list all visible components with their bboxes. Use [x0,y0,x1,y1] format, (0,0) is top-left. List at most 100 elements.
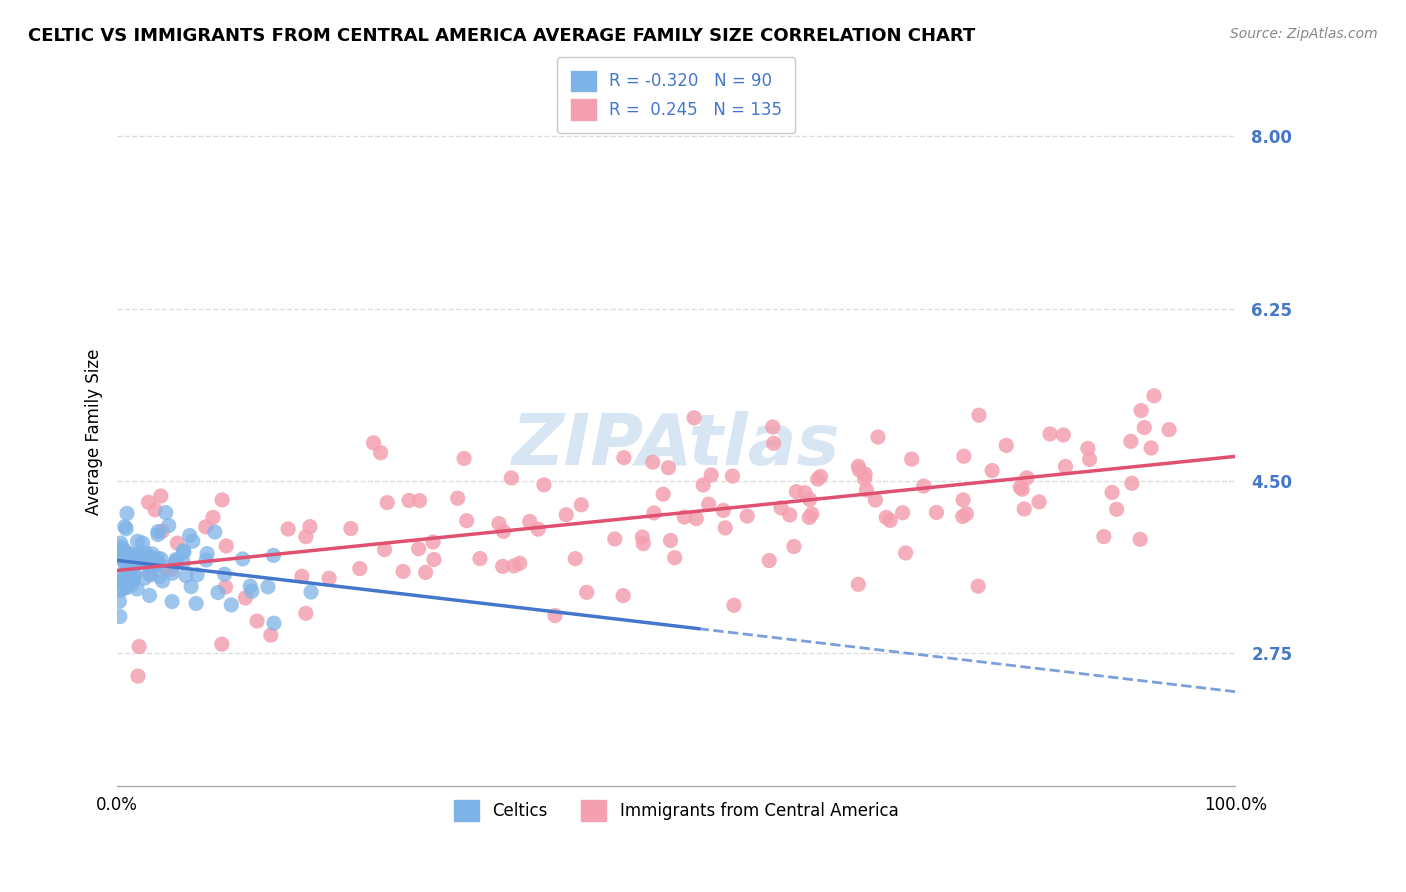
Point [1012,502,1035,516]
Point [120,566,142,580]
Point [799,510,821,524]
Point [894,546,917,560]
Point [114,519,136,533]
Point [555,508,578,522]
Point [853,467,876,481]
Point [115,507,138,521]
Point [115,565,138,579]
Point [132,552,155,566]
Point [456,514,478,528]
Point [569,498,592,512]
Point [128,640,150,654]
Point [503,558,526,573]
Point [533,478,555,492]
Point [207,585,229,599]
Point [108,594,131,608]
Point [1143,389,1166,403]
Point [127,534,149,549]
Point [398,493,420,508]
Point [981,464,1004,478]
Point [127,548,149,562]
Point [641,455,664,469]
Point [318,571,340,585]
Point [149,552,172,566]
Point [173,545,195,559]
Point [298,519,321,533]
Point [219,598,242,612]
Point [564,551,586,566]
Point [180,580,202,594]
Point [124,549,146,564]
Point [155,506,177,520]
Point [155,560,177,574]
Point [349,561,371,575]
Point [492,524,515,539]
Point [509,557,531,571]
Point [846,459,869,474]
Point [114,554,136,568]
Point [785,484,807,499]
Point [692,478,714,492]
Point [214,580,236,594]
Point [111,582,134,596]
Point [263,616,285,631]
Point [112,542,135,557]
Point [1121,476,1143,491]
Point [700,468,723,483]
Point [157,518,180,533]
Point [697,497,720,511]
Point [215,539,238,553]
Point [519,515,541,529]
Point [865,493,887,508]
Point [194,520,217,534]
Point [232,552,254,566]
Point [160,594,183,608]
Point [875,510,897,524]
Point [783,540,806,554]
Point [1078,452,1101,467]
Point [172,556,194,570]
Point [1140,441,1163,455]
Point [1105,502,1128,516]
Point [128,553,150,567]
Point [1119,434,1142,449]
Point [846,577,869,591]
Point [138,589,160,603]
Point [115,581,138,595]
Point [375,495,398,509]
Point [127,669,149,683]
Point [141,547,163,561]
Point [165,554,187,568]
Point [1101,485,1123,500]
Point [633,536,655,550]
Point [1130,403,1153,417]
Point [108,574,131,589]
Point [240,584,263,599]
Point [108,609,131,624]
Point [138,566,160,581]
Point [239,579,262,593]
Point [423,552,446,566]
Point [1028,495,1050,509]
Point [1039,426,1062,441]
Point [415,566,437,580]
Point [952,449,974,463]
Point [165,556,187,570]
Point [340,522,363,536]
Point [853,472,876,486]
Point [108,550,131,565]
Point [1054,459,1077,474]
Point [603,532,626,546]
Point [652,487,675,501]
Point [125,582,148,596]
Point [146,551,169,566]
Point [967,579,990,593]
Point [214,567,236,582]
Point [762,436,785,450]
Point [855,483,877,497]
Point [995,438,1018,452]
Point [110,536,132,550]
Point [527,522,550,536]
Point [277,522,299,536]
Point [1129,533,1152,547]
